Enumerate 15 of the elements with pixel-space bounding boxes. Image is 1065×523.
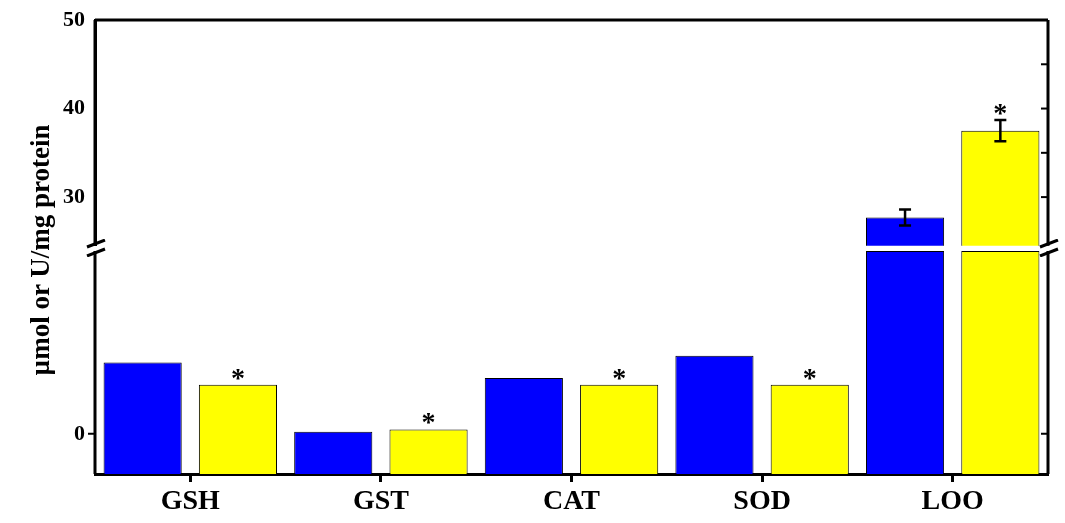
annotation: * [993,97,1008,129]
annotation: * [612,361,627,393]
y-tick-label: 50 [63,5,85,31]
x-tick-label: GSH [160,484,221,516]
y-tick-label: 30 [63,182,85,208]
annotation: * [421,406,436,438]
x-tick-label: LOO [921,484,984,516]
y-axis-title: µmol or U/mg protein [24,124,56,376]
annotation: * [230,361,245,393]
text: 0 [74,419,85,445]
x-tick-label: CAT [542,484,601,516]
y-tick-label: 40 [63,94,85,120]
x-tick-label: GST [352,484,410,516]
annotation: * [802,361,817,393]
x-tick-label: SOD [733,484,791,516]
